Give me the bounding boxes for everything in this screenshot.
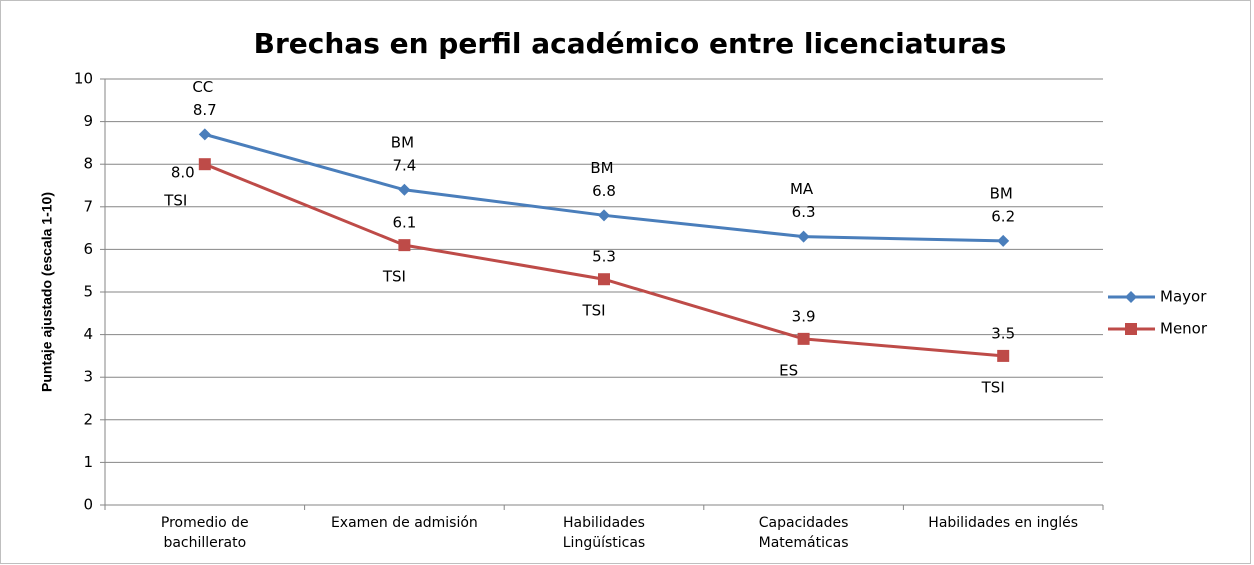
x-tick-label-box: Habilidades Lingüísticas	[562, 515, 646, 551]
point	[997, 349, 1010, 362]
data-label: 7.4	[392, 156, 416, 174]
y-tick-label: 3	[83, 368, 93, 386]
y-tick-label: 1	[83, 453, 93, 471]
point-label: TSI	[382, 268, 406, 286]
data-label: 5.3	[592, 248, 616, 266]
data-label: 3.9	[792, 307, 816, 325]
x-tick-label: Promedio de bachillerato	[160, 515, 249, 551]
data-label: 3.5	[991, 324, 1015, 342]
y-tick-label: 10	[74, 70, 93, 88]
point	[398, 239, 411, 252]
point	[598, 209, 610, 222]
data-label: 8.0	[171, 164, 195, 182]
data-label: 8.7	[193, 101, 217, 119]
point-label: TSI	[163, 192, 187, 210]
y-tick-label: 5	[83, 283, 93, 301]
point	[797, 332, 810, 345]
x-tick-label: Habilidades en inglés	[928, 515, 1079, 531]
point	[398, 183, 411, 196]
point-label: BM	[391, 133, 414, 151]
y-axis-title: Puntaje ajustado (escala 1-10)	[39, 192, 55, 392]
point	[598, 273, 610, 286]
x-tick-label-box: Habilidades en inglés	[928, 515, 1079, 531]
data-label: 6.3	[792, 203, 816, 221]
x-tick-label-box: Capacidades Matemáticas	[758, 515, 849, 551]
x-tick-label: Habilidades Lingüísticas	[562, 515, 646, 551]
y-tick-label: 4	[83, 325, 93, 343]
point-label: ES	[779, 361, 798, 379]
point-label: BM	[990, 184, 1013, 202]
y-tick-label: 7	[83, 197, 93, 215]
data-label: 6.8	[592, 182, 616, 200]
y-tick-label: 0	[83, 496, 93, 514]
point-label: CC	[192, 78, 213, 96]
point-label: BM	[590, 159, 613, 177]
point-label: TSI	[981, 378, 1005, 396]
x-tick-label-box: Examen de admisión	[330, 515, 478, 531]
point	[997, 234, 1010, 247]
legend-marker	[1125, 323, 1137, 335]
x-tick-label-box: Promedio de bachillerato	[160, 515, 249, 551]
data-label: 6.2	[991, 207, 1015, 225]
point	[797, 230, 810, 243]
y-tick-label: 9	[83, 112, 93, 130]
point	[198, 158, 211, 171]
x-tick-label: Examen de admisión	[330, 515, 478, 531]
point	[198, 128, 211, 141]
y-tick-label: 2	[83, 410, 93, 428]
point-label: MA	[790, 180, 814, 198]
point-label: TSI	[581, 302, 605, 320]
chart-title: Brechas en perfil académico entre licenc…	[254, 27, 1007, 60]
legend-marker	[1125, 291, 1137, 303]
x-tick-label: Capacidades Matemáticas	[758, 515, 849, 551]
data-label: 6.1	[392, 214, 416, 232]
legend-label: Menor	[1160, 320, 1208, 338]
legend-label: Mayor	[1160, 288, 1207, 306]
y-tick-label: 6	[83, 240, 93, 258]
y-tick-label: 8	[83, 155, 93, 173]
